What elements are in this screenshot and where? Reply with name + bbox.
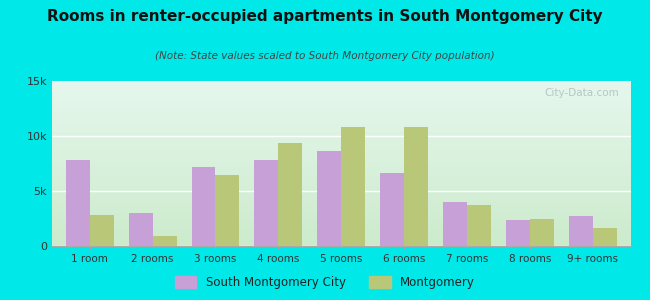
- Bar: [506, 220, 530, 246]
- Bar: [467, 205, 491, 246]
- Text: City-Data.com: City-Data.com: [544, 88, 619, 98]
- Legend: South Montgomery City, Montgomery: South Montgomery City, Montgomery: [170, 272, 480, 294]
- Text: Rooms in renter-occupied apartments in South Montgomery City: Rooms in renter-occupied apartments in S…: [47, 9, 603, 24]
- Text: (Note: State values scaled to South Montgomery City population): (Note: State values scaled to South Mont…: [155, 51, 495, 61]
- Bar: [404, 127, 428, 246]
- Bar: [569, 216, 593, 246]
- Bar: [90, 215, 114, 246]
- Bar: [341, 127, 365, 246]
- Bar: [153, 236, 177, 246]
- Bar: [66, 160, 90, 246]
- Bar: [255, 160, 278, 246]
- Bar: [443, 202, 467, 246]
- Bar: [530, 218, 554, 246]
- Bar: [593, 228, 617, 246]
- Bar: [129, 213, 153, 246]
- Bar: [192, 167, 216, 246]
- Bar: [216, 175, 239, 246]
- Bar: [278, 142, 302, 246]
- Bar: [380, 173, 404, 246]
- Bar: [317, 152, 341, 246]
